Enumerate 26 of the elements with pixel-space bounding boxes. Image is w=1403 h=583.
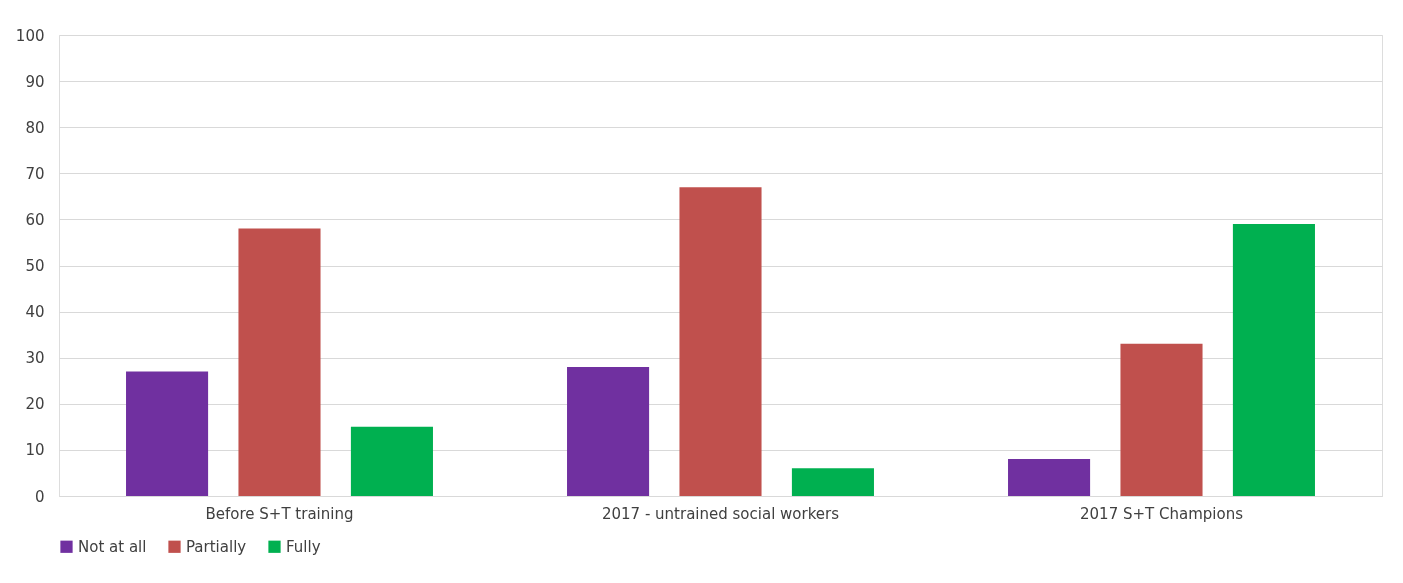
legend-label: Partially — [186, 537, 247, 556]
y-tick-label: 20 — [25, 395, 45, 414]
legend-label: Fully — [286, 537, 321, 556]
y-tick-label: 90 — [25, 72, 45, 91]
bar — [567, 366, 650, 496]
legend-label: Not at all — [78, 537, 147, 556]
y-tick-label: 70 — [25, 164, 45, 183]
y-tick-label: 60 — [25, 210, 45, 229]
x-tick-label: 2017 S+T Champions — [1080, 504, 1244, 523]
bar — [238, 228, 321, 496]
bar — [1008, 459, 1091, 496]
y-tick-label: 100 — [15, 26, 45, 45]
y-tick-label: 30 — [25, 349, 45, 368]
x-tick-label: 2017 - untrained social workers — [601, 504, 840, 523]
bar — [1232, 224, 1315, 496]
x-tick-label: Before S+T training — [205, 504, 354, 523]
y-tick-label: 80 — [25, 118, 45, 137]
y-tick-label: 50 — [25, 257, 45, 275]
y-tick-label: 0 — [34, 487, 45, 506]
bar — [350, 426, 433, 496]
y-tick-label: 40 — [25, 303, 45, 322]
bar — [791, 468, 874, 496]
bar — [679, 187, 762, 496]
bar — [1120, 343, 1203, 496]
bar — [126, 371, 209, 496]
y-tick-label: 10 — [25, 441, 45, 460]
